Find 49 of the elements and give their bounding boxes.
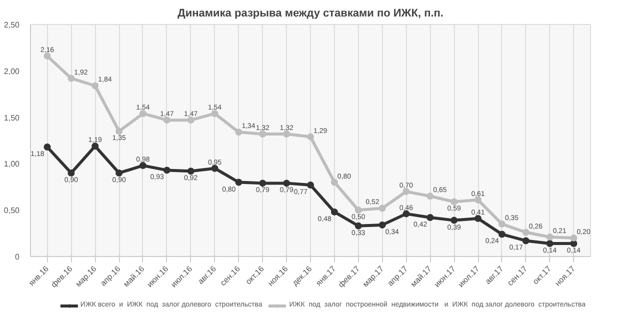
point — [546, 234, 554, 241]
point — [259, 130, 266, 138]
point — [163, 116, 170, 124]
point — [116, 128, 123, 135]
point — [402, 188, 410, 196]
point — [378, 221, 386, 228]
point — [139, 110, 146, 118]
point — [116, 169, 123, 176]
point — [68, 74, 75, 82]
point — [330, 178, 338, 186]
y-tick-label: 1,50 — [4, 113, 20, 122]
point — [163, 166, 170, 174]
point — [450, 216, 458, 224]
point — [235, 128, 242, 136]
point — [498, 230, 506, 238]
point — [235, 178, 242, 186]
point — [378, 204, 386, 212]
point — [354, 222, 362, 230]
point — [187, 168, 194, 175]
y-tick-label: 1,00 — [4, 160, 20, 169]
y-tick-label: 2,50 — [4, 20, 20, 30]
point — [498, 220, 506, 228]
y-tick-label: 0 — [15, 252, 20, 262]
point — [283, 130, 290, 138]
y-tick-label: 0,50 — [4, 206, 20, 216]
point — [426, 214, 434, 222]
point — [450, 198, 458, 206]
point — [187, 116, 194, 124]
y-tick-label: 2,00 — [4, 66, 20, 76]
point — [522, 237, 530, 244]
point — [546, 240, 554, 247]
point — [307, 182, 314, 189]
point — [330, 208, 338, 216]
point — [211, 110, 218, 118]
point — [68, 169, 75, 176]
point — [426, 192, 434, 200]
point — [283, 180, 290, 187]
point — [522, 228, 530, 236]
chart-title: Динамика разрыва между ставками по ИЖК, п.п. — [178, 8, 444, 20]
point — [259, 180, 266, 187]
point — [92, 82, 99, 90]
point — [92, 142, 99, 150]
point — [354, 206, 362, 214]
point — [570, 240, 578, 247]
point — [307, 133, 314, 140]
point — [44, 52, 51, 60]
point — [139, 162, 146, 170]
point — [570, 234, 578, 242]
point — [44, 144, 51, 150]
